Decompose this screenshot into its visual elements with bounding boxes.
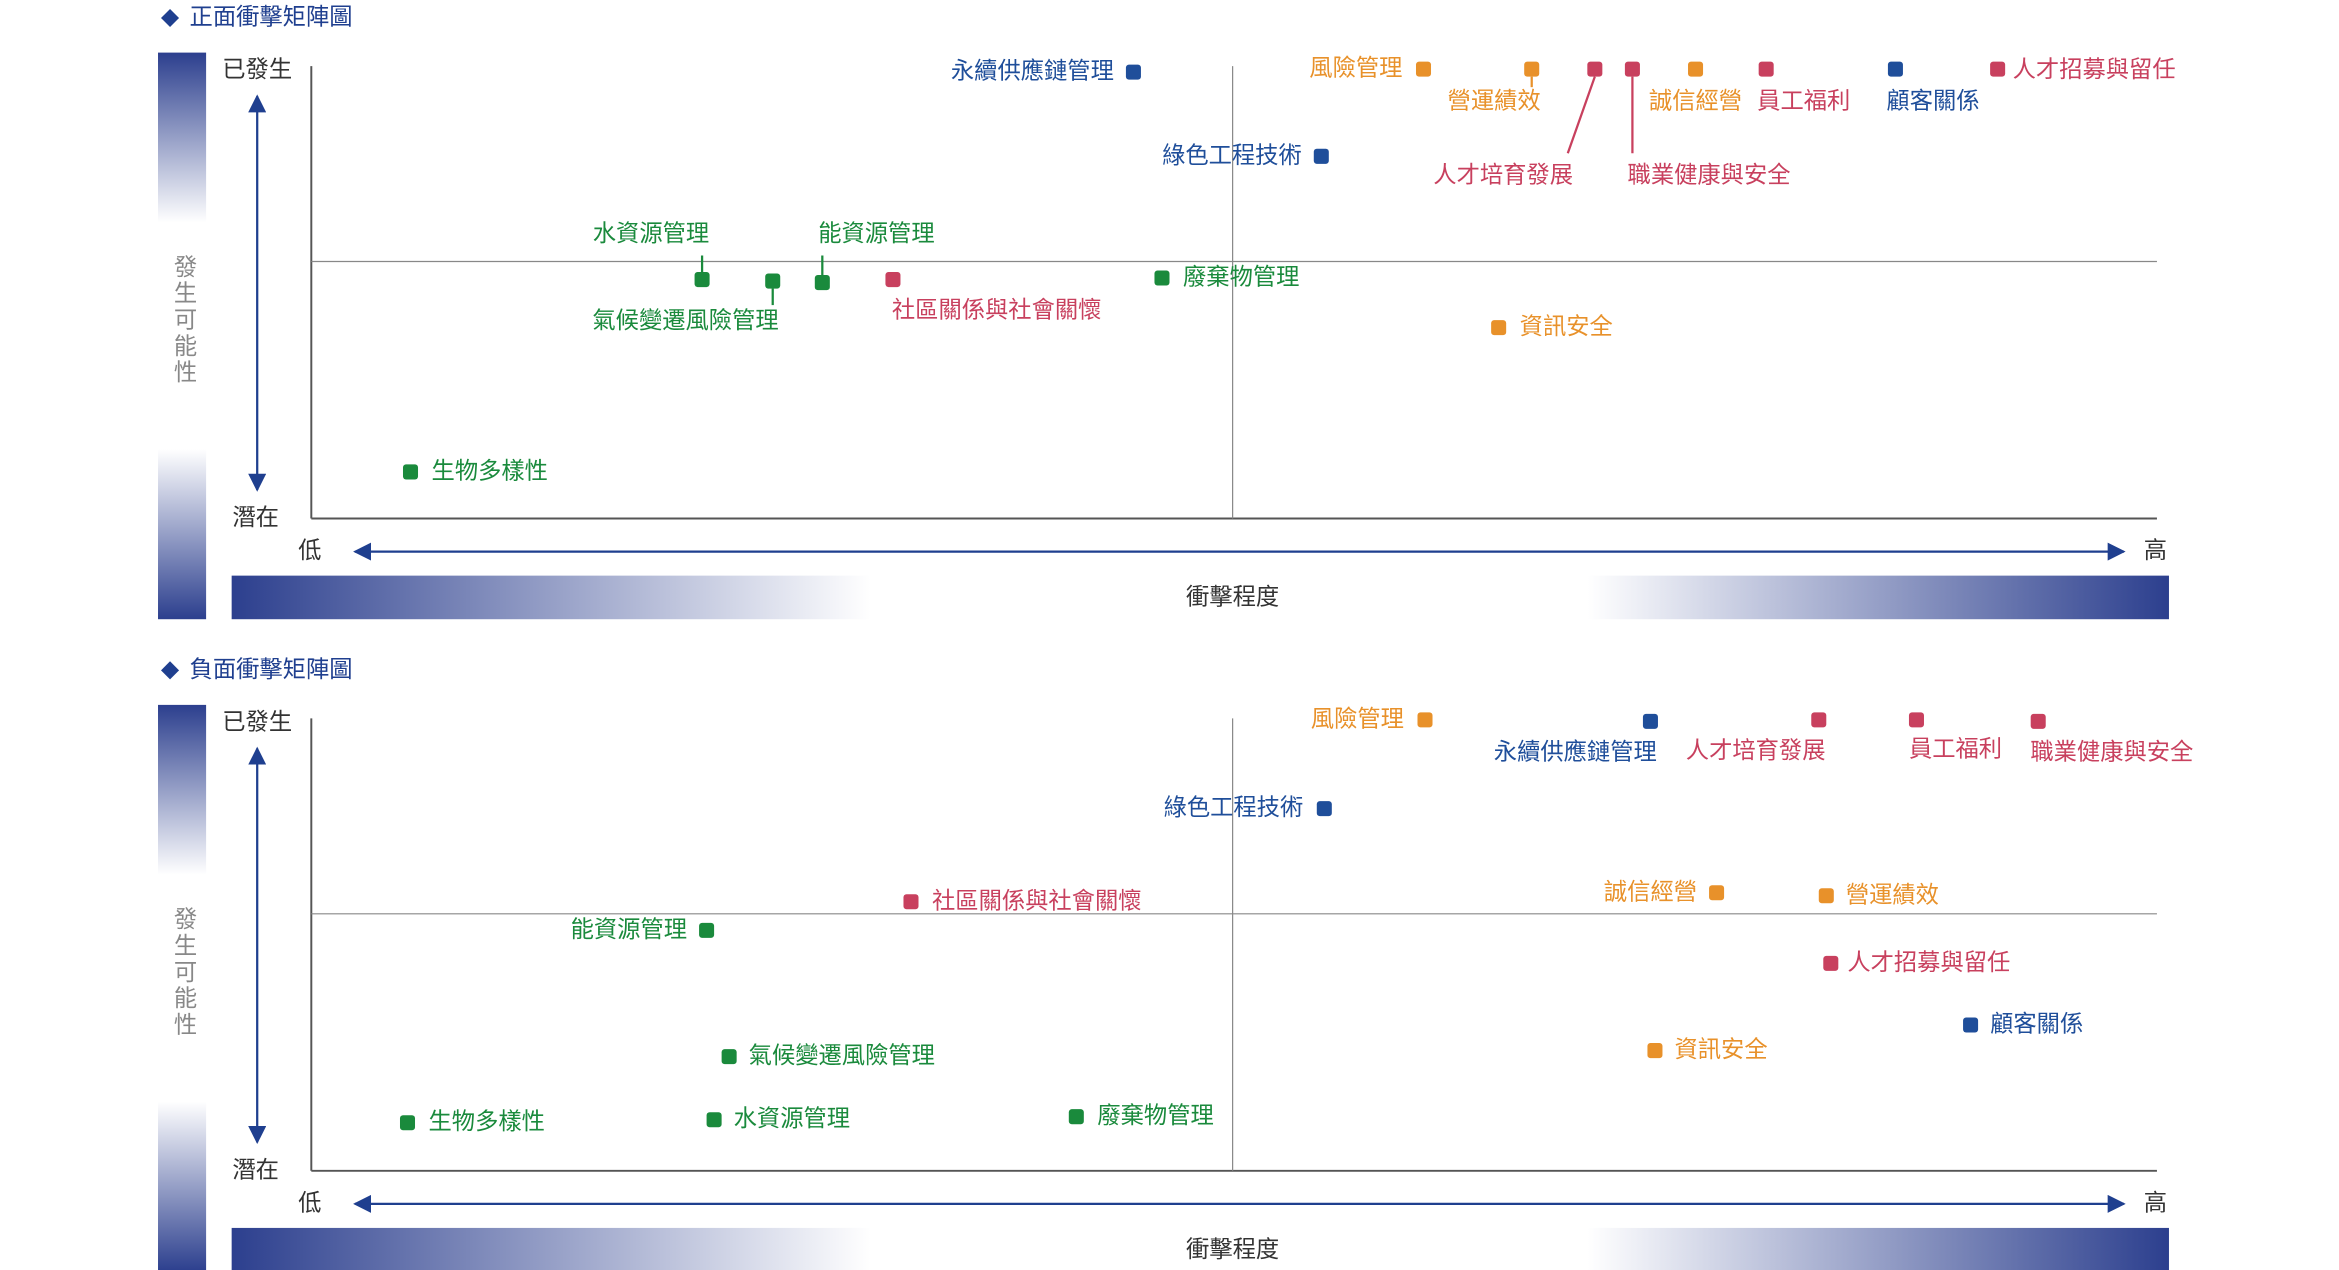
item-marker <box>1417 712 1433 728</box>
x-high-label: 高 <box>2144 537 2167 564</box>
item-label: 廢棄物管理 <box>1097 1102 1213 1129</box>
item-marker <box>721 1049 737 1065</box>
item-label: 氣候變遷風險管理 <box>592 307 778 334</box>
item-marker <box>1316 801 1332 817</box>
item-label: 氣候變遷風險管理 <box>749 1042 935 1069</box>
item-label: 社區關係與社會關懷 <box>892 297 1102 324</box>
x-axis-label: 衝擊程度 <box>1186 584 1279 611</box>
item-marker <box>1587 61 1603 77</box>
item-marker <box>1491 320 1507 336</box>
item-label: 人才培育發展 <box>1686 737 1826 764</box>
item-label: 顧客關係 <box>1886 88 1979 115</box>
y-gradient-bar <box>158 704 207 1270</box>
item-marker <box>694 272 710 288</box>
item-label: 風險管理 <box>1309 55 1402 82</box>
x-gradient-bar <box>231 575 2169 620</box>
item-label: 營運績效 <box>1448 88 1541 115</box>
item-label: 風險管理 <box>1311 705 1404 732</box>
item-label: 人才培育發展 <box>1433 161 1573 188</box>
item-label: 綠色工程技術 <box>1162 142 1302 169</box>
item-label: 永續供應鏈管理 <box>1494 738 1657 765</box>
item-label: 生物多樣性 <box>432 457 548 484</box>
item-marker <box>1908 712 1924 728</box>
item-marker <box>706 1112 722 1128</box>
item-label: 誠信經營 <box>1604 878 1697 905</box>
item-marker <box>1524 61 1540 77</box>
chart-title: 負面衝擊矩陣圖 <box>190 656 353 683</box>
item-marker <box>1647 1043 1663 1059</box>
item-marker <box>1811 712 1827 728</box>
item-marker <box>1990 61 2006 77</box>
item-marker <box>1887 61 1903 77</box>
item-marker <box>1823 955 1839 971</box>
item-marker <box>1154 270 1170 286</box>
chart-title: 正面衝擊矩陣圖 <box>190 4 353 31</box>
item-label: 廢棄物管理 <box>1183 264 1299 291</box>
item-label: 誠信經營 <box>1649 88 1742 115</box>
item-label: 資訊安全 <box>1520 313 1613 340</box>
item-marker <box>1068 1109 1084 1125</box>
item-label: 營運績效 <box>1846 881 1939 908</box>
y-gradient-bar <box>158 52 207 620</box>
item-label: 綠色工程技術 <box>1164 794 1304 821</box>
item-label: 水資源管理 <box>734 1105 850 1132</box>
item-marker <box>1709 885 1725 901</box>
y-bottom-label: 潛在 <box>232 504 279 531</box>
item-label: 人才招募與留任 <box>2013 56 2176 83</box>
leader-line <box>1566 76 1596 154</box>
item-marker <box>885 272 901 288</box>
item-marker <box>1313 148 1329 164</box>
title-diamond <box>161 9 180 28</box>
item-label: 人才招募與留任 <box>1847 949 2010 976</box>
item-marker <box>814 275 830 291</box>
item-marker <box>903 894 919 910</box>
item-marker <box>1963 1017 1979 1033</box>
x-gradient-bar <box>231 1227 2169 1270</box>
item-marker <box>1125 64 1141 80</box>
item-label: 顧客關係 <box>1990 1011 2083 1038</box>
item-marker <box>1415 61 1432 77</box>
x-axis-label: 衝擊程度 <box>1186 1236 1279 1263</box>
item-label: 生物多樣性 <box>429 1108 545 1135</box>
x-low-label: 低 <box>298 1189 321 1216</box>
item-marker <box>1642 713 1658 729</box>
title-diamond <box>161 661 180 680</box>
y-axis-label: 發生可能性 <box>170 907 198 1038</box>
item-marker <box>1688 61 1704 77</box>
item-label: 職業健康與安全 <box>1628 161 1791 188</box>
item-label: 社區關係與社會關懷 <box>932 887 1142 914</box>
y-bottom-label: 潛在 <box>232 1156 279 1183</box>
item-marker <box>402 464 419 480</box>
y-top-label: 已發生 <box>222 56 292 83</box>
item-label: 資訊安全 <box>1674 1036 1767 1063</box>
item-marker <box>1818 888 1834 904</box>
item-marker <box>2030 713 2046 729</box>
item-marker <box>1624 61 1640 77</box>
item-label: 水資源管理 <box>593 220 709 247</box>
item-marker <box>1758 61 1774 77</box>
item-label: 能資源管理 <box>818 220 934 247</box>
item-label: 員工福利 <box>1757 88 1850 115</box>
y-axis-label: 發生可能性 <box>170 254 198 385</box>
item-label: 職業健康與安全 <box>2030 738 2193 765</box>
y-top-label: 已發生 <box>222 708 292 735</box>
item-marker <box>399 1115 416 1131</box>
x-high-label: 高 <box>2144 1189 2167 1216</box>
item-marker <box>765 273 781 289</box>
item-label: 永續供應鏈管理 <box>951 58 1114 85</box>
item-marker <box>699 922 715 938</box>
item-label: 能資源管理 <box>571 916 687 943</box>
item-label: 員工福利 <box>1909 735 2002 762</box>
x-low-label: 低 <box>298 537 321 564</box>
